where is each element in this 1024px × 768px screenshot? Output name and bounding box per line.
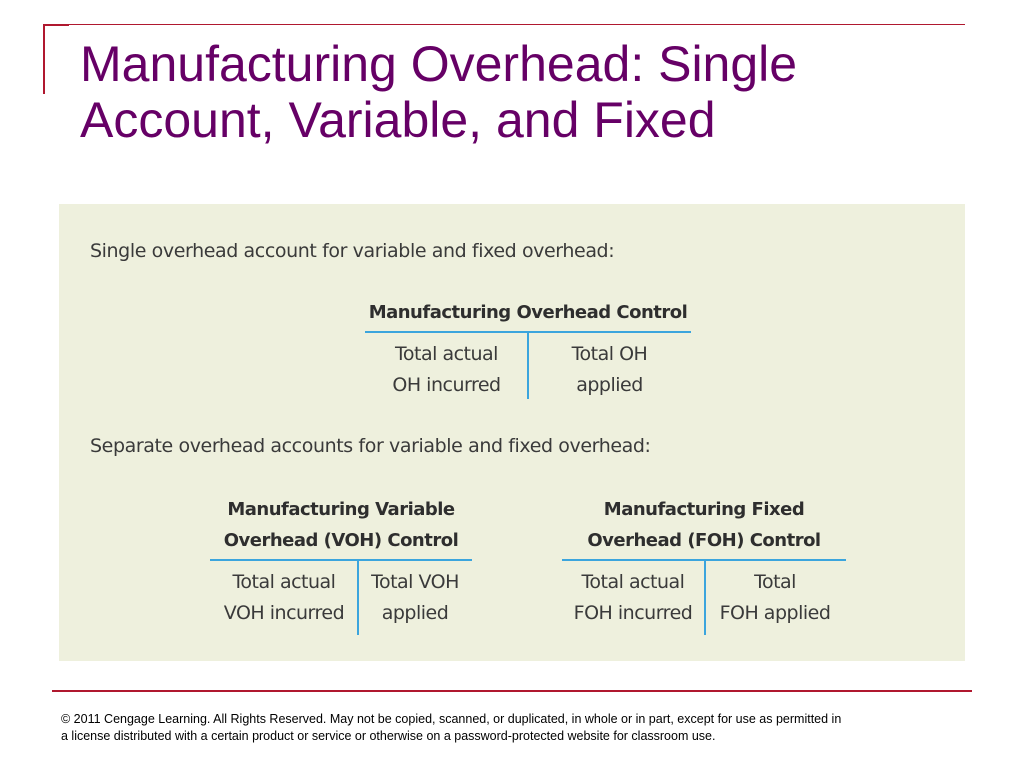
t-account-debit-side: Total actual OH incurred: [365, 333, 528, 401]
overhead-accounts-figure: Single overhead account for variable and…: [59, 204, 965, 661]
slide-title-line-2: Account, Variable, and Fixed: [80, 92, 716, 148]
separate-accounts-intro: Separate overhead accounts for variable …: [90, 435, 651, 457]
credit-line: Total VOH: [371, 571, 459, 593]
debit-line: Total actual: [395, 343, 498, 365]
t-account-center-rule: [527, 333, 529, 399]
debit-line: VOH incurred: [223, 602, 345, 624]
t-account-center-rule: [357, 561, 359, 635]
t-account-title-line: Manufacturing Overhead Control: [368, 302, 688, 323]
t-account-body: Total actual OH incurred Total OH applie…: [365, 333, 691, 401]
t-account-body: Total actual VOH incurred Total VOH appl…: [210, 561, 472, 635]
t-account-top-rule: [562, 559, 846, 561]
t-account-center-rule: [704, 561, 706, 635]
debit-line: Total actual: [581, 571, 685, 593]
single-account-intro: Single overhead account for variable and…: [90, 240, 615, 262]
t-account-manufacturing-overhead-control: Manufacturing Overhead Control Total act…: [365, 297, 691, 401]
t-account-debit-side: Total actual FOH incurred: [562, 561, 704, 629]
footer-rule: [52, 690, 972, 692]
t-account-title-line: Overhead (FOH) Control: [587, 530, 821, 551]
t-account-title-line: Manufacturing Variable: [227, 499, 455, 520]
credit-line: Total OH: [571, 343, 648, 365]
debit-line: FOH incurred: [573, 602, 693, 624]
frame-corner-accent: [43, 24, 69, 26]
debit-line: Total actual: [232, 571, 336, 593]
debit-line: OH incurred: [392, 374, 501, 396]
t-account-title: Manufacturing Overhead Control: [365, 297, 691, 331]
credit-line: applied: [381, 602, 449, 624]
t-account-title: Manufacturing Fixed Overhead (FOH) Contr…: [562, 494, 846, 559]
copyright-line: a license distributed with a certain pro…: [61, 729, 716, 743]
t-account-fixed-overhead-control: Manufacturing Fixed Overhead (FOH) Contr…: [562, 494, 846, 635]
t-account-top-rule: [210, 559, 472, 561]
copyright-notice: © 2011 Cengage Learning. All Rights Rese…: [61, 711, 961, 745]
credit-line: applied: [576, 374, 643, 396]
frame-top-rule: [43, 24, 965, 25]
copyright-line: © 2011 Cengage Learning. All Rights Rese…: [61, 712, 842, 726]
credit-line: Total: [754, 571, 796, 593]
t-account-body: Total actual FOH incurred Total FOH appl…: [562, 561, 846, 635]
t-account-debit-side: Total actual VOH incurred: [210, 561, 358, 629]
credit-line: FOH applied: [719, 602, 831, 624]
t-account-title-line: Overhead (VOH) Control: [223, 530, 459, 551]
slide-title-line-1: Manufacturing Overhead: Single: [80, 36, 798, 92]
t-account-variable-overhead-control: Manufacturing Variable Overhead (VOH) Co…: [210, 494, 472, 635]
t-account-credit-side: Total OH applied: [528, 333, 691, 401]
t-account-title: Manufacturing Variable Overhead (VOH) Co…: [210, 494, 472, 559]
t-account-title-line: Manufacturing Fixed: [603, 499, 805, 520]
t-account-top-rule: [365, 331, 691, 333]
slide-title: Manufacturing Overhead: Single Account, …: [80, 36, 980, 148]
t-account-credit-side: Total FOH applied: [704, 561, 846, 629]
t-account-credit-side: Total VOH applied: [358, 561, 472, 629]
frame-left-rule: [43, 24, 45, 94]
